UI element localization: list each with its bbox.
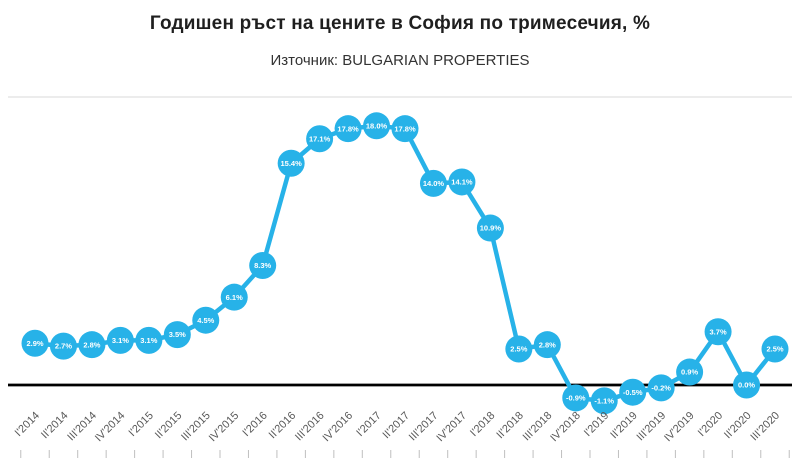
x-axis-label: I'2015 xyxy=(127,410,156,439)
data-point-label: 3.5% xyxy=(169,330,186,339)
x-axis-label: IV'2014 xyxy=(93,410,128,445)
data-point-label: 2.8% xyxy=(539,340,556,349)
data-point-label: 14.0% xyxy=(423,179,445,188)
data-point-label: 8.3% xyxy=(254,261,271,270)
data-point-marker xyxy=(533,331,561,359)
chart-subtitle: Източник: BULGARIAN PROPERTIES xyxy=(270,52,530,69)
x-axis-label: IV'2019 xyxy=(662,410,697,445)
x-axis-label: III'2018 xyxy=(521,410,555,444)
data-point-marker xyxy=(363,112,391,140)
data-point-label: 2.5% xyxy=(766,345,783,354)
data-point-label: 3.1% xyxy=(112,336,129,345)
data-point-label: 0.0% xyxy=(738,381,755,390)
data-point-marker xyxy=(163,321,191,349)
data-point-label: 4.5% xyxy=(197,316,214,325)
data-point-label: 15.4% xyxy=(281,159,303,168)
data-point-marker xyxy=(306,125,334,153)
x-axis-label: IV'2015 xyxy=(207,410,242,445)
data-point-label: -0.9% xyxy=(566,394,586,403)
data-point-label: 18.0% xyxy=(366,121,388,130)
x-axis-label: I'2017 xyxy=(354,410,383,439)
x-axis-label: III'2020 xyxy=(748,410,782,444)
data-point-label: -0.2% xyxy=(651,383,671,392)
series-line xyxy=(32,123,778,404)
data-point-label: 17.1% xyxy=(309,134,331,143)
chart-title: Годишен ръст на цените в София по тримес… xyxy=(149,13,651,34)
data-point-marker xyxy=(733,371,761,399)
data-point-label: -1.1% xyxy=(594,396,614,405)
data-point-marker xyxy=(505,335,533,363)
x-axis-label: IV'2018 xyxy=(548,410,583,445)
data-point-marker xyxy=(220,283,248,311)
data-point-marker xyxy=(761,335,789,363)
data-point-marker xyxy=(249,251,277,279)
x-axis-label: IV'2017 xyxy=(434,410,469,445)
data-point-marker xyxy=(49,332,77,360)
x-axis-label: III'2015 xyxy=(179,410,213,444)
x-axis-label: III'2014 xyxy=(65,410,99,444)
data-point-marker xyxy=(277,149,305,177)
x-axis-label: I'2019 xyxy=(582,410,611,439)
data-point-label: 10.9% xyxy=(480,224,502,233)
data-point-label: 2.5% xyxy=(510,345,527,354)
x-axis-label: III'2016 xyxy=(293,410,327,444)
data-point-marker xyxy=(590,387,618,415)
x-axis-label: I'2014 xyxy=(13,410,42,439)
data-point-label: 2.8% xyxy=(83,340,100,349)
data-point-label: 17.8% xyxy=(394,124,416,133)
x-axis-label: III'2019 xyxy=(635,410,669,444)
data-point-label: 6.1% xyxy=(226,293,243,302)
data-point-marker xyxy=(562,384,590,412)
data-point-marker xyxy=(192,306,220,334)
data-point-marker xyxy=(419,169,447,197)
data-point-marker xyxy=(619,378,647,406)
data-point-marker xyxy=(334,115,362,143)
x-axis-label: III'2017 xyxy=(407,410,441,444)
data-point-marker xyxy=(391,115,419,143)
data-point-label: 2.7% xyxy=(55,342,72,351)
data-point-marker xyxy=(704,318,732,346)
data-point-marker xyxy=(21,329,49,357)
x-axis-label: I'2020 xyxy=(696,410,725,439)
data-point-marker xyxy=(78,331,106,359)
data-point-marker xyxy=(135,326,163,354)
x-axis-label: I'2018 xyxy=(468,410,497,439)
data-point-label: 3.1% xyxy=(140,336,157,345)
data-point-marker xyxy=(647,374,675,402)
data-point-label: 17.8% xyxy=(337,124,359,133)
data-point-label: 0.9% xyxy=(681,368,698,377)
data-point-label: 2.9% xyxy=(26,339,43,348)
data-point-marker xyxy=(676,358,704,386)
data-point-marker xyxy=(476,214,504,242)
data-point-marker xyxy=(448,168,476,196)
data-point-label: 3.7% xyxy=(710,327,727,336)
x-axis-label: IV'2016 xyxy=(321,410,356,445)
data-point-label: 14.1% xyxy=(451,178,473,187)
data-point-label: -0.5% xyxy=(623,388,643,397)
x-axis-label: I'2016 xyxy=(240,410,269,439)
data-point-marker xyxy=(106,326,134,354)
